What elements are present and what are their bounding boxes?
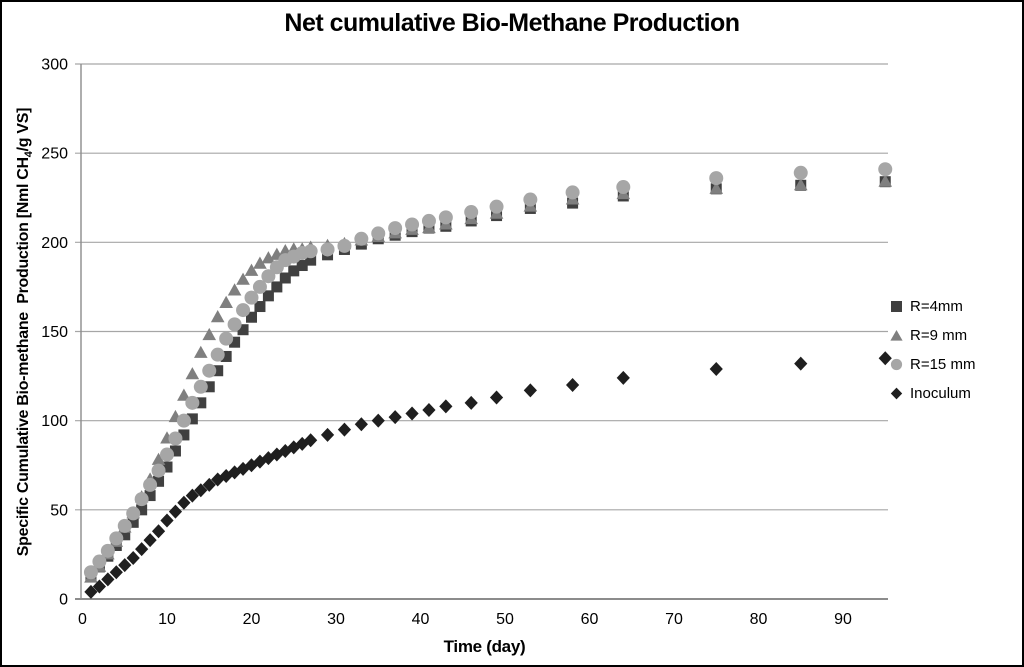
x-tick-labels: 0 10 20 30 40 50 60 70 80 90 — [78, 611, 852, 628]
x-tick-label: 60 — [581, 611, 599, 628]
legend-label: R=9 mm — [910, 327, 968, 344]
series-r-15-mm — [83, 162, 893, 580]
legend-label: R=15 mm — [910, 356, 976, 373]
x-tick-label: 70 — [665, 611, 683, 628]
y-tick-label: 0 — [59, 592, 68, 609]
legend: R=4mm R=9 mm R=15 mm Inoculum — [890, 298, 975, 402]
legend-item-r-9-mm: R=9 mm — [890, 327, 975, 344]
x-tick-label: 80 — [750, 611, 768, 628]
x-tick-label: 40 — [412, 611, 430, 628]
y-gridlines — [75, 63, 888, 600]
x-tick-label: 50 — [496, 611, 514, 628]
legend-label: Inoculum — [910, 385, 971, 402]
square-marker-icon — [891, 301, 902, 312]
x-tick-label: 20 — [243, 611, 261, 628]
series-inoculum — [84, 351, 892, 599]
series-r-9-mm — [84, 174, 893, 583]
circle-marker-icon — [890, 358, 903, 371]
y-tick-labels: 0 50 100 150 200 250 300 — [41, 57, 68, 609]
x-tick-label: 0 — [78, 611, 87, 628]
x-tick-label: 10 — [158, 611, 176, 628]
x-axis-title: Time (day) — [443, 637, 526, 656]
y-tick-label: 250 — [41, 146, 68, 163]
diamond-marker-icon — [890, 387, 903, 400]
y-tick-label: 100 — [41, 413, 68, 430]
x-tick-label: 30 — [327, 611, 345, 628]
y-tick-label: 50 — [50, 502, 68, 519]
legend-label: R=4mm — [910, 298, 963, 315]
series-r-4mm — [85, 176, 891, 582]
y-tick-label: 300 — [41, 57, 68, 74]
triangle-marker-icon — [890, 330, 903, 341]
y-tick-label: 200 — [41, 235, 68, 252]
legend-item-r-4mm: R=4mm — [890, 298, 975, 315]
chart-title: Net cumulative Bio-Methane Production — [284, 9, 740, 37]
legend-item-inoculum: Inoculum — [890, 385, 975, 402]
legend-item-r-15-mm: R=15 mm — [890, 356, 975, 373]
y-tick-label: 150 — [41, 324, 68, 341]
x-tick-label: 90 — [834, 611, 852, 628]
